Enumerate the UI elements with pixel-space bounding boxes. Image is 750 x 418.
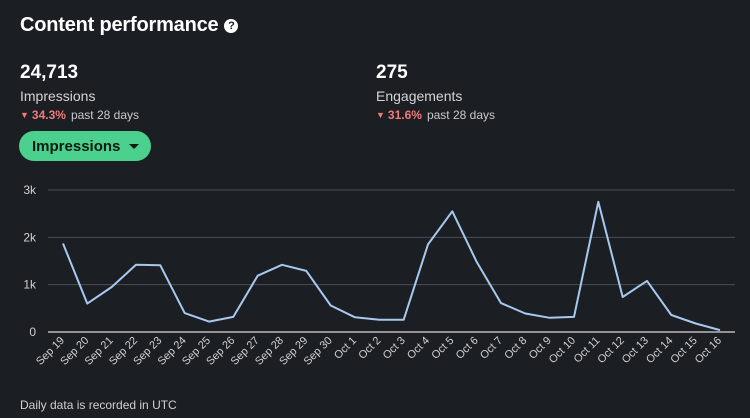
x-tick-label: Oct 6 — [454, 335, 481, 362]
impressions-change-percent: 34.3% — [31, 108, 66, 122]
impressions-metric: 24,713 Impressions ▼ 34.3% past 28 days — [20, 62, 139, 122]
page-title: Content performance — [20, 14, 219, 36]
header: Content performance ? — [20, 14, 239, 37]
metric-dropdown[interactable]: Impressions — [19, 131, 152, 161]
x-tick-label: Oct 15 — [668, 335, 699, 366]
engagements-change-percent: 31.6% — [387, 108, 422, 122]
engagements-metric: 275 Engagements ▼ 31.6% past 28 days — [376, 62, 495, 122]
series-line-impressions — [62, 200, 721, 332]
x-tick-label: Oct 5 — [429, 335, 456, 362]
question-circle-icon[interactable]: ? — [224, 18, 239, 33]
impressions-label: Impressions — [20, 88, 96, 104]
x-tick-label: Oct 3 — [381, 335, 408, 362]
x-tick-label: Oct 8 — [502, 335, 529, 362]
caret-down-icon — [129, 143, 140, 149]
footnote: Daily data is recorded in UTC — [20, 398, 177, 412]
y-tick-label: 1k — [23, 278, 37, 292]
impressions-change: ▼ 34.3% past 28 days — [20, 108, 139, 122]
x-tick-label: Oct 2 — [356, 335, 383, 362]
engagements-change: ▼ 31.6% past 28 days — [376, 108, 495, 122]
triangle-down-icon: ▼ — [20, 110, 29, 120]
engagements-label: Engagements — [376, 88, 463, 104]
x-tick-label: Oct 13 — [620, 335, 651, 366]
engagements-change-period: past 28 days — [426, 108, 495, 122]
engagements-value: 275 — [376, 62, 408, 83]
y-tick-label: 2k — [23, 230, 37, 244]
metric-dropdown-label: Impressions — [32, 137, 121, 155]
y-tick-label: 3k — [23, 183, 37, 197]
x-tick-label: Oct 7 — [478, 335, 505, 362]
x-tick-label: Oct 4 — [405, 335, 432, 362]
impressions-change-period: past 28 days — [70, 108, 139, 122]
x-tick-label: Oct 10 — [547, 335, 578, 366]
y-tick-label: 0 — [29, 325, 36, 339]
x-tick-label: Oct 14 — [644, 335, 675, 366]
triangle-down-icon: ▼ — [376, 110, 385, 120]
impressions-value: 24,713 — [20, 62, 79, 83]
x-tick-label: Oct 12 — [595, 335, 626, 366]
x-tick-label: Oct 16 — [693, 335, 724, 366]
x-tick-label: Oct 1 — [332, 335, 359, 362]
